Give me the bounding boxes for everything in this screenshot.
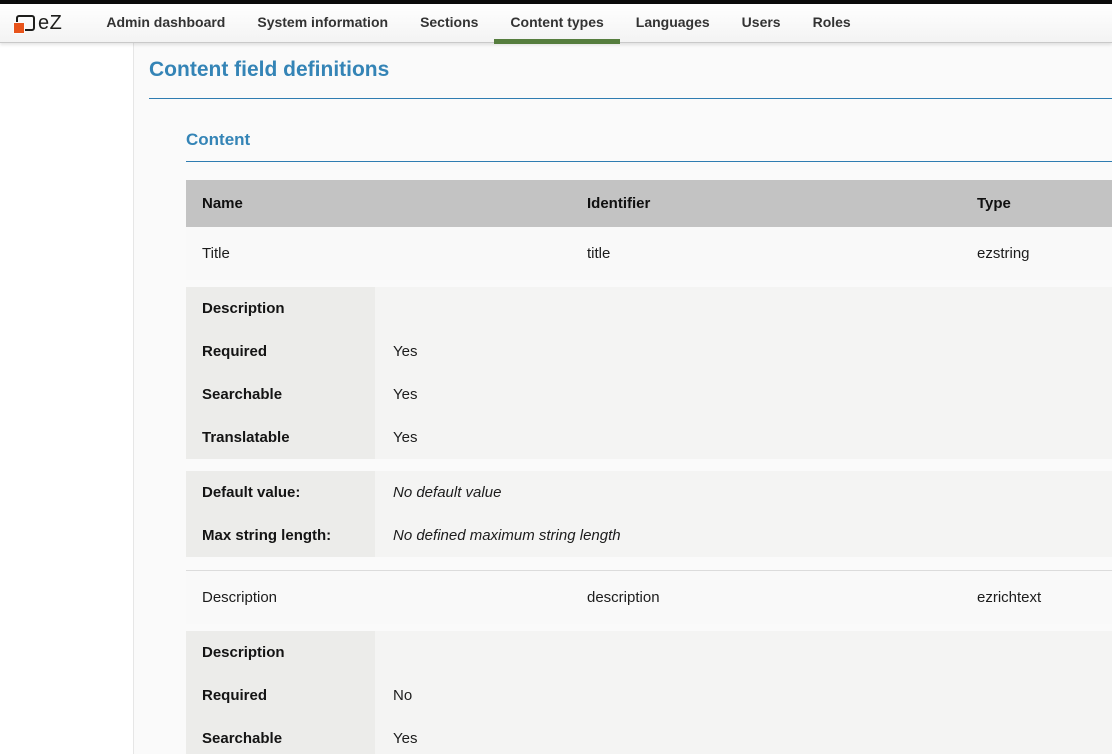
nav-item-users[interactable]: Users bbox=[741, 13, 781, 30]
setting-value: No default value bbox=[375, 471, 1112, 514]
column-header-name: Name bbox=[202, 195, 243, 212]
setting-label: Default value: bbox=[186, 471, 375, 514]
field-type: ezstring bbox=[977, 245, 1030, 262]
nav-item-sections[interactable]: Sections bbox=[420, 13, 479, 30]
attribute-row: Description bbox=[186, 287, 1112, 330]
attribute-row: Required No bbox=[186, 674, 1112, 717]
attribute-value: Yes bbox=[375, 717, 1112, 754]
app-frame: Content field definitions Content Name I… bbox=[0, 43, 1112, 754]
table-header-row: Name Identifier Type bbox=[186, 180, 1112, 227]
field-row-description: Description description ezrichtext bbox=[186, 571, 1112, 624]
field-name: Title bbox=[202, 245, 230, 262]
attribute-label: Translatable bbox=[186, 416, 375, 459]
attribute-value bbox=[375, 287, 1112, 330]
content-type-section: Content Name Identifier Type Title title… bbox=[186, 130, 1112, 754]
setting-value: No defined maximum string length bbox=[375, 514, 1112, 557]
attribute-label: Description bbox=[186, 287, 375, 330]
ez-logo-text: eZ bbox=[38, 11, 63, 34]
attribute-row: Required Yes bbox=[186, 330, 1112, 373]
nav-item-roles[interactable]: Roles bbox=[812, 13, 851, 30]
page-title: Content field definitions bbox=[149, 58, 390, 81]
nav-item-content-types[interactable]: Content types bbox=[494, 4, 621, 44]
field-row-title: Title title ezstring bbox=[186, 227, 1112, 280]
nav-item-admin-dashboard[interactable]: Admin dashboard bbox=[106, 13, 226, 30]
column-header-identifier: Identifier bbox=[587, 195, 651, 212]
setting-row: Default value: No default value bbox=[186, 471, 1112, 514]
attribute-value: No bbox=[375, 674, 1112, 717]
attribute-value: Yes bbox=[375, 373, 1112, 416]
left-sidebar bbox=[0, 43, 134, 754]
setting-row: Max string length: No defined maximum st… bbox=[186, 514, 1112, 557]
attribute-label: Searchable bbox=[186, 717, 375, 754]
title-divider bbox=[149, 98, 1112, 99]
field-identifier: title bbox=[587, 245, 611, 262]
attribute-row: Searchable Yes bbox=[186, 717, 1112, 754]
ez-logo[interactable]: eZ bbox=[13, 11, 63, 35]
attribute-label: Searchable bbox=[186, 373, 375, 416]
attribute-value bbox=[375, 631, 1112, 674]
field-definitions-table: Name Identifier Type Title title ezstrin… bbox=[186, 180, 1112, 754]
main-content: Content field definitions Content Name I… bbox=[134, 43, 1112, 754]
field-name: Description bbox=[202, 589, 278, 606]
field-type: ezrichtext bbox=[977, 589, 1042, 606]
attribute-label: Required bbox=[186, 674, 375, 717]
nav-item-system-information[interactable]: System information bbox=[257, 13, 389, 30]
field-identifier: description bbox=[587, 589, 660, 606]
attribute-row: Searchable Yes bbox=[186, 373, 1112, 416]
attribute-value: Yes bbox=[375, 416, 1112, 459]
ez-logo-icon bbox=[13, 15, 35, 34]
attribute-label: Required bbox=[186, 330, 375, 373]
nav-menu: Admin dashboard System information Secti… bbox=[90, 4, 866, 44]
field-attributes-block: Description Required Yes Searchable Yes … bbox=[186, 287, 1112, 459]
attribute-label: Description bbox=[186, 631, 375, 674]
column-header-type: Type bbox=[977, 195, 1011, 212]
attribute-row: Translatable Yes bbox=[186, 416, 1112, 459]
section-title: Content bbox=[186, 130, 1112, 162]
attribute-value: Yes bbox=[375, 330, 1112, 373]
field-attributes-block: Description Required No Searchable Yes bbox=[186, 631, 1112, 754]
nav-item-languages[interactable]: Languages bbox=[635, 13, 710, 30]
window-top-edge bbox=[0, 0, 1112, 4]
field-settings-block: Default value: No default value Max stri… bbox=[186, 471, 1112, 557]
attribute-row: Description bbox=[186, 631, 1112, 674]
field-divider bbox=[186, 570, 1112, 571]
top-navigation-bar: eZ Admin dashboard System information Se… bbox=[0, 4, 1112, 44]
setting-label: Max string length: bbox=[186, 514, 375, 557]
